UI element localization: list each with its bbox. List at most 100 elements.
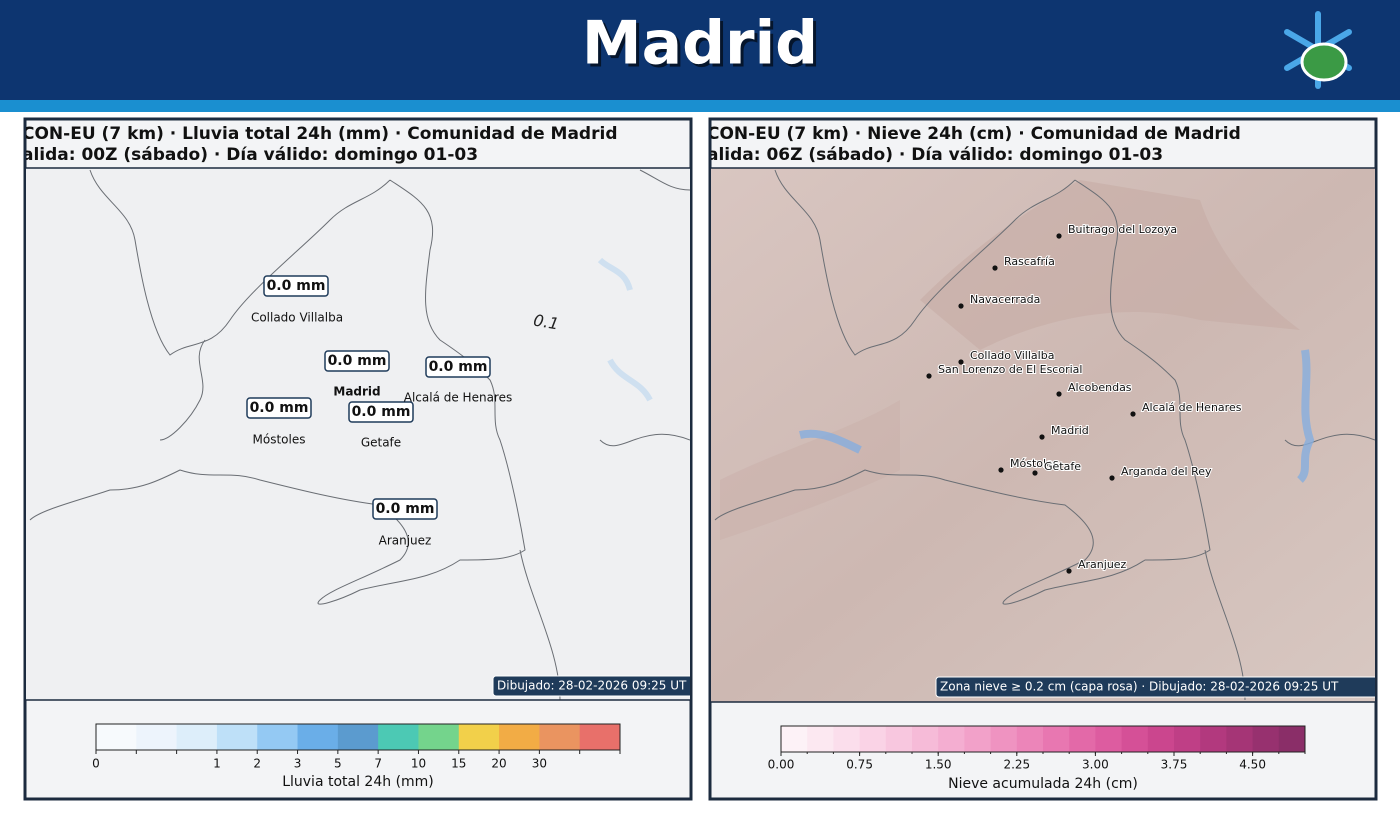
place-label: Buitrago del Lozoya: [1068, 223, 1177, 236]
colorbar-bin: [1121, 726, 1149, 752]
value-label-box: [263, 275, 329, 297]
colorbar-bin: [1043, 726, 1070, 752]
place-label: Collado Villalba: [970, 349, 1054, 362]
colorbar-bin: [781, 726, 808, 752]
colorbar-bin: [418, 724, 460, 750]
tick-label: 1.50: [925, 758, 952, 772]
colorbar-bin: [96, 724, 137, 750]
colorbar-bin: [859, 726, 887, 752]
place-dot: [1032, 470, 1038, 476]
place-dot: [998, 467, 1004, 473]
colorbar-bin: [539, 724, 581, 750]
colorbar-bin: [1252, 726, 1280, 752]
stamp-box: [935, 676, 1375, 698]
colorbar-bin: [885, 726, 913, 752]
colorbar-bin: [938, 726, 965, 752]
colorbar-bin: [216, 724, 258, 750]
place-label: Navacerrada: [970, 293, 1040, 306]
colorbar-bin: [1174, 726, 1201, 752]
colorbar-bin: [1200, 726, 1227, 752]
title-shadow: Madrid: [585, 12, 821, 82]
tick-label: 4.50: [1239, 758, 1266, 772]
page-title: Madrid: [582, 9, 818, 79]
value-label: 0.0 mm: [250, 400, 309, 416]
snow-panel: CON-EU (7 km) · Nieve 24h (cm) · Comunid…: [707, 117, 1378, 801]
tick-label: 3.75: [1161, 758, 1188, 772]
colorbar-bin: [1069, 726, 1096, 752]
place-label: Alcobendas: [1068, 381, 1132, 394]
value-label: 0.0 mm: [429, 359, 488, 375]
colorbar-bin: [1095, 726, 1123, 752]
contour-label: 0.1: [532, 310, 560, 333]
place-dot: [1066, 568, 1072, 574]
value-label: 0.0 mm: [328, 353, 387, 369]
panel-title: CON-EU (7 km) · Nieve 24h (cm) · Comunid…: [707, 124, 1241, 144]
header-bar: [0, 0, 1400, 100]
place-label: Madrid: [333, 385, 380, 399]
colorbar-bin: [378, 724, 419, 750]
place-dot: [1056, 391, 1062, 397]
colorbar-bin: [833, 726, 861, 752]
value-label-box: [372, 498, 438, 520]
tick-label: 10: [411, 757, 426, 771]
panel-title: CON-EU (7 km) · Lluvia total 24h (mm) · …: [22, 124, 617, 144]
stamp-box: [492, 675, 690, 697]
reservoirs: [597, 257, 653, 402]
value-label: 0.0 mm: [352, 404, 411, 420]
place-dot: [1056, 233, 1062, 239]
map-background: [26, 168, 690, 700]
colorbar-label: Nieve acumulada 24h (cm): [948, 776, 1138, 792]
tick-label: 30: [532, 757, 547, 771]
tick-label: 2: [253, 757, 261, 771]
place-dot: [1130, 411, 1136, 417]
place-label: Móstoles: [253, 433, 306, 447]
value-label-box: [324, 350, 390, 372]
place-label: Getafe: [1044, 460, 1081, 473]
header-stripe: [0, 100, 1400, 112]
value-label: 0.0 mm: [376, 501, 435, 517]
place-label: Alcalá de Henares: [1142, 401, 1242, 414]
place-dot: [958, 303, 964, 309]
colorbar-bin: [912, 726, 939, 752]
colorbar: 0.00 0.75 1.50 2.25 3.00 3.75 4.50 Nieve acumul…: [768, 725, 1306, 792]
colorbar-label: Lluvia total 24h (mm): [282, 774, 434, 790]
place-dot: [958, 359, 964, 365]
place-label: Arganda del Rey: [1121, 465, 1212, 478]
value-label: 0.0 mm: [267, 278, 326, 294]
colorbar-bin: [499, 724, 540, 750]
logo: [1284, 11, 1352, 89]
tick-label: 3.00: [1082, 758, 1109, 772]
tick-label: 15: [451, 757, 466, 771]
colorbar-bin: [1278, 726, 1306, 752]
tick-label: 3: [294, 757, 302, 771]
place-label: Alcalá de Henares: [404, 391, 512, 405]
colorbar-bin: [1016, 726, 1044, 752]
colorbar-bin: [807, 726, 834, 752]
map-labels: Buitrago del Lozoya Rascafría Navacerrada C…: [926, 222, 1243, 574]
colorbar-bin: [337, 724, 379, 750]
place-label: Rascafría: [1004, 255, 1055, 268]
place-dot: [992, 265, 998, 271]
tick-label: 2.25: [1003, 758, 1030, 772]
tick-label: 20: [491, 757, 506, 771]
place-label: Collado Villalba: [251, 311, 343, 325]
colorbar-bin: [1226, 726, 1254, 752]
place-label: Móstoles: [1010, 457, 1059, 470]
tick-label: 7: [374, 757, 382, 771]
colorbar-frame: [95, 723, 621, 751]
value-label-box: [246, 397, 312, 419]
colorbar-bin: [297, 724, 339, 750]
tick-label: 0.75: [846, 758, 873, 772]
place-dot: [1109, 475, 1115, 481]
map-labels: 0.0 mm 0.0 mm 0.0 mm 0.0 mm 0.0 mm 0.0 mm Coll…: [246, 275, 512, 548]
value-label-box: [348, 401, 414, 423]
colorbar-bin: [257, 724, 299, 750]
tick-label: 0.00: [768, 758, 795, 772]
place-label: Getafe: [361, 436, 401, 450]
tick-label: 1: [213, 757, 221, 771]
panel-subtitle: alida: 00Z (sábado) · Día válido: doming…: [22, 145, 478, 165]
colorbar-bin: [964, 726, 992, 752]
panel-subtitle: alida: 06Z (sábado) · Día válido: doming…: [707, 145, 1163, 165]
